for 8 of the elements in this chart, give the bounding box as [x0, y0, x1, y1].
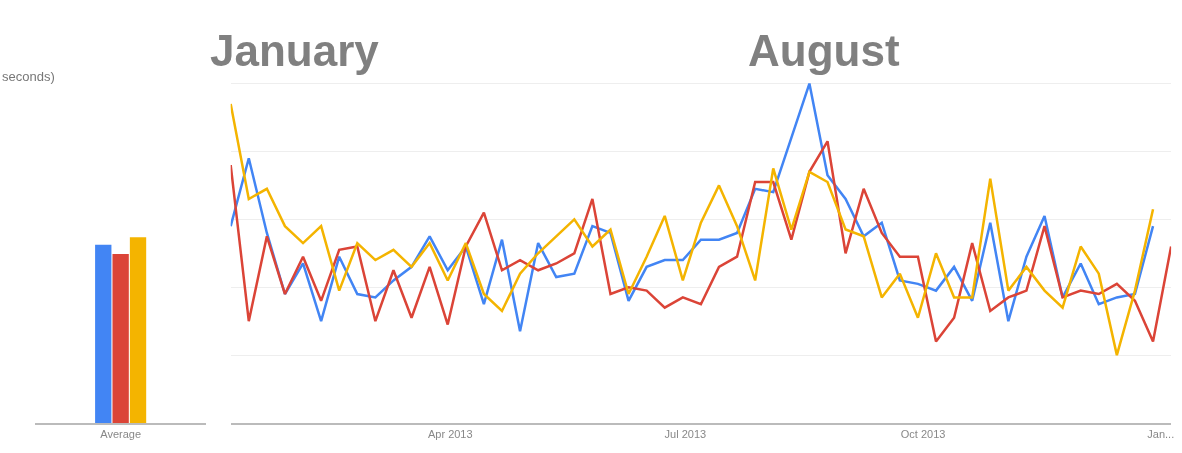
text: seconds) — [2, 69, 55, 84]
x-tick-label: Apr 2013 — [427, 428, 473, 441]
text: August — [748, 26, 900, 75]
x-tick-label: Jul 2013 — [664, 428, 707, 441]
x-tick-label: Average — [100, 428, 142, 441]
text: January — [210, 26, 380, 75]
x-tick-label: Oct 2013 — [900, 428, 946, 441]
x-tick-label: Jan... — [1147, 428, 1175, 441]
